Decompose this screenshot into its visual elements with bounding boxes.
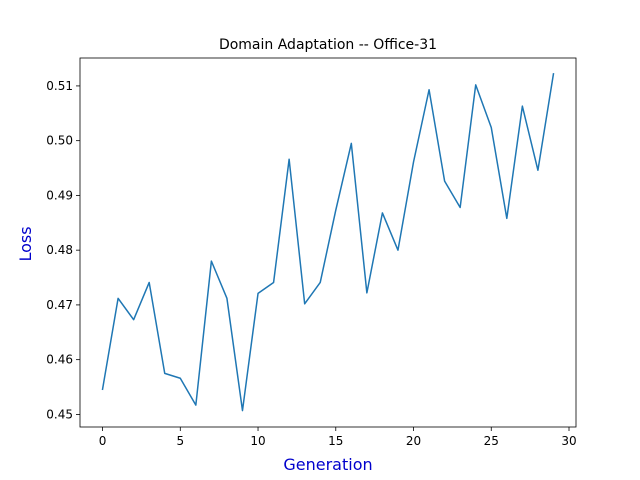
x-tick-label: 5 [176,434,184,448]
y-tick-label: 0.47 [46,298,73,312]
x-tick-label: 30 [561,434,576,448]
y-tick-label: 0.49 [46,188,73,202]
x-tick-label: 0 [99,434,107,448]
x-tick-label: 25 [484,434,499,448]
y-tick-label: 0.46 [46,353,73,367]
x-tick-label: 15 [328,434,343,448]
y-tick-label: 0.50 [46,134,73,148]
y-tick-label: 0.51 [46,79,73,93]
y-axis-label: Loss [16,226,35,261]
y-tick-label: 0.45 [46,407,73,421]
plot-area: 0 5 10 15 20 25 30 0.45 0.46 0.47 0.48 0.49 0.50 0.51 [46,57,577,448]
chart-title: Domain Adaptation -- Office-31 [219,37,437,53]
plot-frame [79,57,577,428]
series-line-0 [101,73,555,412]
y-tick-label: 0.48 [46,243,73,257]
x-tick-label: 10 [250,434,265,448]
x-tick-label: 20 [406,434,421,448]
x-axis-label: Generation [283,455,372,474]
